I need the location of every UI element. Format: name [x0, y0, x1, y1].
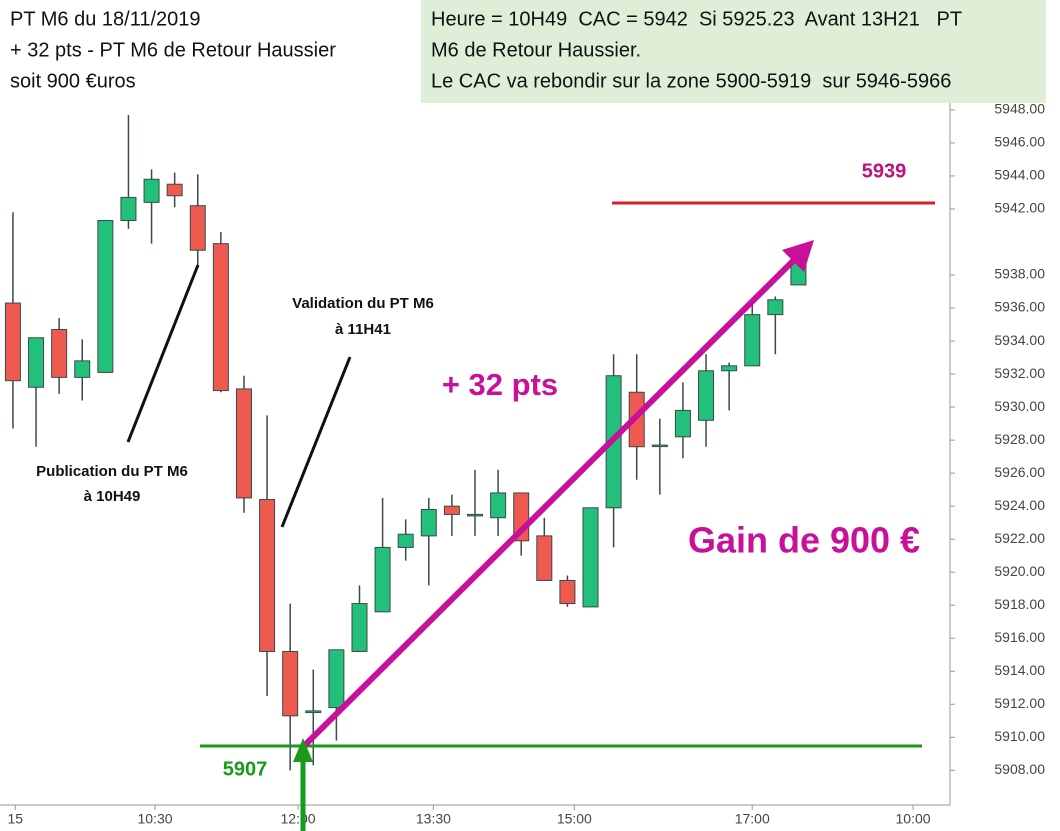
y-tick-label: 5924.00	[994, 497, 1045, 513]
y-tick-label: 5928.00	[994, 431, 1045, 447]
candle-body	[189, 205, 206, 251]
annotation: 5907	[223, 758, 268, 780]
y-tick-label: 5908.00	[994, 761, 1045, 777]
candle-body	[767, 299, 784, 316]
header-text: + 32 pts - PT M6 de Retour Haussier	[10, 39, 336, 61]
candle-body	[212, 243, 229, 392]
candle-body	[143, 178, 160, 203]
candle-body	[559, 579, 576, 605]
y-tick-label: 5944.00	[994, 167, 1045, 183]
header-right-box	[421, 0, 1046, 103]
arrow-head	[782, 240, 814, 272]
trend-arrow	[302, 255, 799, 748]
candle-body	[467, 513, 483, 517]
candle-body	[744, 314, 761, 367]
x-tick-label: 10:00	[896, 811, 931, 827]
x-tick-label: 13:30	[416, 811, 451, 827]
pointer-line	[126, 264, 200, 443]
candle-body	[651, 444, 668, 448]
annotation: à 11H41	[335, 321, 391, 338]
candle-body	[259, 499, 276, 652]
candle-body	[166, 183, 183, 197]
candle-body	[698, 370, 715, 421]
header-text: PT M6 du 18/11/2019	[10, 8, 201, 30]
x-tick-label: 12:00	[281, 811, 316, 827]
y-tick-label: 5948.00	[994, 101, 1045, 117]
annotation: Publication du PT M6	[36, 463, 188, 480]
annotation: 5939	[862, 160, 907, 182]
x-tick-label: 10:30	[137, 811, 172, 827]
y-tick-label: 5930.00	[994, 398, 1045, 414]
x-tick-label: 17:00	[735, 811, 770, 827]
candle-body	[120, 196, 137, 222]
y-tick-label: 5916.00	[994, 629, 1045, 645]
y-tick-label: 5918.00	[994, 596, 1045, 612]
x-tick-label: 15:00	[557, 811, 592, 827]
y-tick-label: 5942.00	[994, 200, 1045, 216]
candle-body	[490, 492, 507, 519]
annotation: Gain de 900 €	[688, 520, 920, 561]
candle-body	[282, 650, 299, 717]
candle-body	[51, 328, 68, 378]
y-tick-label: 5946.00	[994, 134, 1045, 150]
y-tick-label: 5932.00	[994, 365, 1045, 381]
y-tick-label: 5914.00	[994, 662, 1045, 678]
candle-body	[74, 360, 91, 378]
candle-body	[28, 337, 45, 388]
pointer-line	[280, 356, 352, 528]
y-tick-label: 5912.00	[994, 695, 1045, 711]
y-tick-label: 5936.00	[994, 299, 1045, 315]
candle-body	[374, 546, 391, 613]
candle-body	[582, 507, 599, 608]
candle-body	[305, 710, 322, 714]
candle-body	[443, 505, 460, 515]
candle-body	[721, 365, 738, 372]
candle-body	[397, 533, 414, 548]
header-text: Heure = 10H49 CAC = 5942 Si 5925.23 Avan…	[431, 8, 962, 30]
candle-body	[4, 302, 21, 382]
candle-body	[674, 409, 691, 438]
header-left-box	[0, 0, 405, 100]
arrow-head	[293, 738, 313, 762]
candle-body	[536, 535, 553, 581]
candle-body	[97, 220, 114, 373]
candle-body	[351, 603, 368, 652]
y-tick-label: 5938.00	[994, 266, 1045, 282]
header-text: M6 de Retour Haussier.	[431, 39, 641, 61]
header-text: soit 900 €uros	[10, 70, 136, 92]
annotation: + 32 pts	[442, 367, 558, 402]
candle-body	[235, 388, 252, 499]
x-tick-label: 15	[7, 811, 23, 827]
candle-body	[328, 649, 345, 709]
y-tick-label: 5920.00	[994, 563, 1045, 579]
annotation: à 10H49	[84, 488, 141, 505]
header-text: Le CAC va rebondir sur la zone 5900-5919…	[431, 70, 951, 92]
y-tick-label: 5926.00	[994, 464, 1045, 480]
annotation: Validation du PT M6	[292, 295, 434, 312]
y-tick-label: 5922.00	[994, 530, 1045, 546]
candle-body	[420, 508, 437, 537]
y-tick-label: 5910.00	[994, 728, 1045, 744]
y-tick-label: 5934.00	[994, 332, 1045, 348]
